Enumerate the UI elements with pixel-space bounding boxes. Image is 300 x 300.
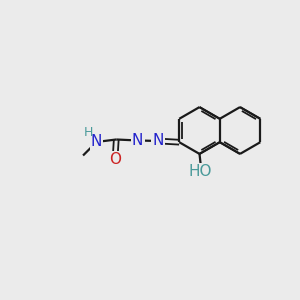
Text: O: O: [109, 152, 121, 167]
Text: H: H: [83, 126, 93, 139]
Text: N: N: [152, 134, 164, 148]
Text: N: N: [132, 133, 143, 148]
Text: N: N: [91, 134, 102, 149]
Text: HO: HO: [188, 164, 212, 179]
